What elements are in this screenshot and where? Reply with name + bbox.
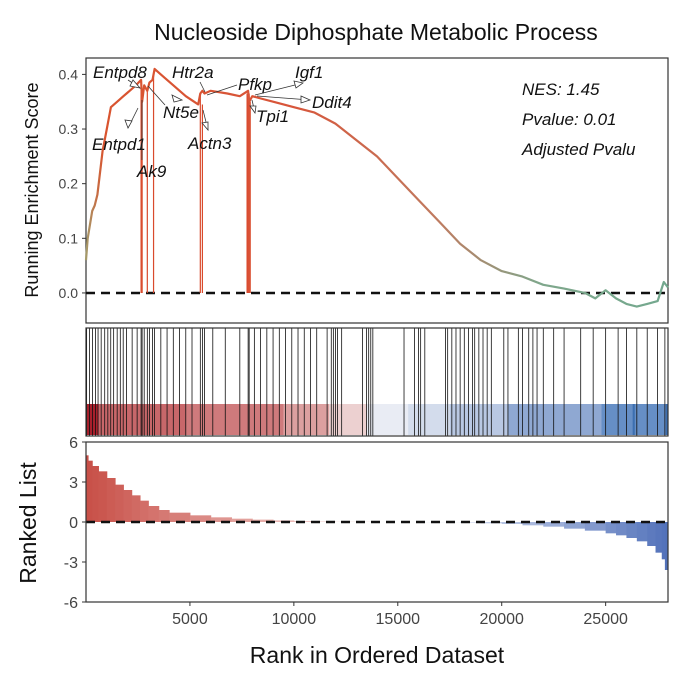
x-tick-label: 5000: [172, 611, 208, 628]
ranked-list-bar: [231, 518, 253, 522]
ranked-list-bar: [86, 455, 89, 522]
x-axis-label: Rank in Ordered Dataset: [250, 642, 505, 668]
bottom-y-axis-label: Ranked List: [15, 462, 41, 584]
gene-label-ak9: Ak9: [136, 162, 167, 181]
leader-pfkp: [206, 84, 238, 96]
ranked-list-bar: [616, 522, 627, 536]
top-panel-frame: [85, 57, 669, 324]
arrowhead-ddit4: [300, 95, 312, 104]
top-y-tick-label: 0.0: [59, 285, 79, 301]
ranked-list-bar: [92, 466, 99, 522]
bottom-y-tick-label: 0: [69, 515, 78, 532]
ranked-list-bar: [140, 500, 149, 522]
bottom-y-tick-label: 6: [69, 435, 78, 452]
ranked-list-bar: [636, 522, 648, 542]
arrowhead-entpd8: [129, 79, 142, 89]
color-band-segment: [329, 404, 367, 435]
ranked-list-bar: [131, 495, 141, 522]
arrowhead-tpi1: [249, 105, 257, 115]
ranked-list-bar: [543, 522, 565, 527]
ranked-list-bar: [189, 515, 212, 522]
ranked-list-bar: [252, 519, 274, 522]
ranked-list-bar: [123, 490, 133, 522]
gene-label-pfkp: Pfkp: [238, 75, 272, 94]
color-band-segment: [283, 404, 330, 435]
ranked-list-bar: [655, 522, 663, 553]
color-band-segment: [507, 404, 602, 435]
x-tick-label: 15000: [376, 611, 421, 628]
x-tick-label: 25000: [583, 611, 628, 628]
gene-label-htr2a: Htr2a: [172, 63, 214, 82]
arrowhead-igf1: [293, 80, 304, 89]
x-tick-label: 20000: [479, 611, 524, 628]
ranked-list-bar: [115, 484, 124, 522]
ranked-list-bar: [210, 517, 232, 522]
leader-nt5e: [147, 85, 166, 106]
top-y-axis-label: Running Enrichment Score: [22, 82, 42, 297]
pvalue-stat: Pvalue: 0.01: [522, 110, 617, 129]
bottom-y-tick-label: 3: [69, 475, 78, 492]
gene-label-entpd8: Entpd8: [93, 63, 147, 82]
x-tick-label: 10000: [272, 611, 317, 628]
ranked-list-bar: [88, 460, 93, 522]
gene-hits-panel: [85, 327, 669, 437]
ranked-list-bar: [106, 478, 116, 522]
ranked-list-bar: [661, 522, 666, 560]
arrowhead-actn3: [201, 121, 209, 132]
color-band-segment: [632, 404, 635, 435]
ranked-list-bar: [564, 522, 586, 529]
ranked-list-panel: -6 -3 0 3 6 5000 10000 15000 20000 25000 Ranked …: [15, 435, 669, 668]
adjusted-pvalue-stat: Adjusted Pvalu: [521, 140, 636, 159]
bottom-y-tick-label: -3: [64, 555, 78, 572]
color-band-segment: [366, 404, 409, 435]
bottom-y-tick-label: -6: [64, 595, 78, 612]
ranked-list-bar: [647, 522, 657, 546]
ranked-list-bar: [664, 522, 669, 570]
arrowhead-entpd1: [124, 119, 133, 129]
gene-label-tpi1: Tpi1: [256, 107, 289, 126]
mid-panel-frame: [85, 327, 669, 437]
ranked-list-bar: [98, 471, 108, 522]
arrowhead-nt5e: [171, 94, 184, 103]
top-y-tick-label: 0.1: [59, 230, 79, 246]
gene-label-actn3: Actn3: [187, 134, 232, 153]
gene-label-entpd1: Entpd1: [92, 135, 146, 154]
top-y-tick-label: 0.3: [59, 121, 79, 137]
running-enrichment-line: [84, 67, 669, 308]
ranked-list-bar: [314, 521, 336, 522]
ranked-list-bar: [605, 522, 617, 534]
ranked-list-bar: [584, 522, 607, 531]
chart-title: Nucleoside Diphosphate Metabolic Process: [154, 19, 598, 45]
ranked-list-bar: [169, 512, 191, 522]
nes-stat: NES: 1.45: [522, 80, 600, 99]
top-y-tick-label: 0.4: [59, 66, 79, 82]
top-y-tick-label: 0.2: [59, 176, 79, 192]
gene-label-igf1: Igf1: [295, 63, 323, 82]
ranked-list-bar: [626, 522, 638, 538]
gene-label-ddit4: Ddit4: [312, 93, 352, 112]
ranked-list-bar: [522, 522, 544, 526]
gene-label-nt5e: Nt5e: [163, 103, 199, 122]
color-band-segment: [408, 404, 450, 435]
ranked-list-bar: [148, 506, 160, 522]
leader-htr2a: [199, 81, 206, 93]
ranked-list-bar: [158, 510, 170, 522]
ranked-list-bar: [460, 522, 482, 523]
color-band-segment: [665, 404, 668, 435]
enrichment-score-panel: 0.0 0.1 0.2 0.3 0.4 Entpd8 Htr2a Igf1 Pfkp D…: [22, 57, 669, 324]
